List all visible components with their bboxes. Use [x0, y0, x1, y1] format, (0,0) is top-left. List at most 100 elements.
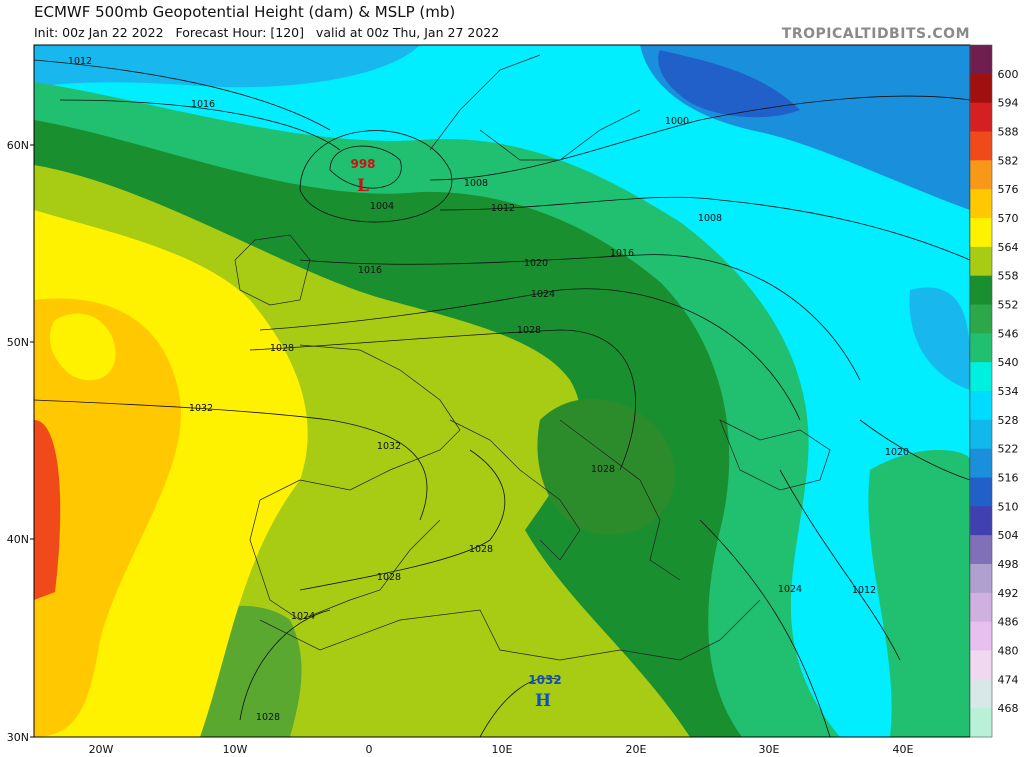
- low-pressure-symbol: L: [357, 176, 369, 196]
- lon-label: 0: [366, 743, 373, 756]
- credit: TROPICALTIDBITS.COM: [782, 26, 970, 42]
- colorbar-label: 594: [998, 97, 1019, 110]
- isobar-label: 1020: [524, 258, 548, 269]
- lon-label: 20E: [626, 743, 647, 756]
- colorbar-label: 576: [998, 183, 1019, 196]
- colorbar-swatch: [970, 448, 992, 478]
- colorbar-frame: [969, 44, 993, 738]
- field: [909, 287, 970, 390]
- colorbar-swatch: [970, 131, 992, 161]
- isobar-label: 1016: [610, 248, 634, 259]
- field: [658, 50, 800, 118]
- colorbar-label: 588: [998, 126, 1019, 139]
- colorbar-swatch: [970, 246, 992, 277]
- colorbar-swatch: [970, 333, 992, 363]
- colorbar-label: 564: [998, 241, 1019, 254]
- isobar-label: 1004: [370, 201, 394, 212]
- isobar-label: 1012: [852, 585, 876, 596]
- isobar-label: 1016: [191, 99, 215, 110]
- lat-label: 30N: [7, 731, 29, 744]
- colorbar-swatch: [970, 477, 992, 507]
- colorbar-label: 546: [998, 327, 1019, 340]
- map: [34, 45, 970, 737]
- high-pressure-value: 1032: [528, 673, 561, 687]
- coastlines: [234, 54, 831, 661]
- colorbar-swatch: [970, 650, 992, 680]
- lon-label: 10W: [223, 743, 248, 756]
- colorbar-label: 552: [998, 299, 1019, 312]
- colorbar-swatch: [970, 102, 992, 132]
- colorbar-label: 600: [998, 68, 1019, 81]
- colorbar-swatch: [970, 708, 992, 738]
- colorbar-label: 516: [998, 472, 1019, 485]
- isobar-label: 1000: [665, 116, 689, 127]
- title: ECMWF 500mb Geopotential Height (dam) & …: [34, 3, 455, 21]
- isobar-label: 1032: [377, 441, 401, 452]
- isobar-label: 1020: [885, 447, 909, 458]
- colorbar-swatch: [970, 391, 992, 421]
- isobar-label: 1028: [256, 712, 280, 723]
- colorbar-label: 582: [998, 154, 1019, 167]
- isobar-label: 1024: [778, 584, 802, 595]
- isobar-label: 1028: [469, 544, 493, 555]
- lat-axis: 60N 50N 40N 30N: [7, 139, 34, 744]
- isobar-label: 1024: [291, 611, 315, 622]
- isobar-label: 1012: [68, 56, 92, 67]
- field: [34, 298, 181, 737]
- colorbar-swatch: [970, 362, 992, 392]
- subtitle: Init: 00z Jan 22 2022 Forecast Hour: [12…: [34, 25, 499, 40]
- lon-label: 10E: [492, 743, 513, 756]
- colorbar-label: 468: [998, 702, 1019, 715]
- lon-label: 20W: [89, 743, 114, 756]
- colorbar-swatch: [970, 45, 992, 75]
- isobar-label: 1028: [517, 325, 541, 336]
- isobar-label: 1016: [358, 265, 382, 276]
- isobar-label: 1008: [698, 213, 722, 224]
- field: [34, 420, 61, 600]
- colorbar-label: 570: [998, 212, 1019, 225]
- field: [868, 450, 970, 737]
- lon-label: 40E: [893, 743, 914, 756]
- map-labels: 1012 1016 1000 1008 1012 1004 1016 1008 …: [68, 56, 909, 723]
- high-pressure-symbol: H: [535, 691, 551, 711]
- colorbar-label: 504: [998, 529, 1019, 542]
- colorbar-label: 558: [998, 270, 1019, 283]
- colorbar: 600 594 588 582 576 570 564 558 552 546 540 534 528 5…: [969, 44, 1019, 738]
- isobar-label: 1008: [464, 178, 488, 189]
- isobar-label: 1028: [377, 572, 401, 583]
- colorbar-swatch: [970, 592, 992, 623]
- colorbar-swatch: [970, 304, 992, 334]
- colorbar-swatch: [970, 506, 992, 536]
- colorbar-label: 492: [998, 587, 1019, 600]
- field: [537, 398, 675, 535]
- colorbar-swatch: [970, 535, 992, 565]
- colorbar-swatch: [970, 160, 992, 190]
- colorbar-label: 534: [998, 385, 1019, 398]
- colorbar-swatch: [970, 275, 992, 305]
- lon-axis: 20W 10W 0 10E 20E 30E 40E: [89, 743, 914, 756]
- colorbar-label: 480: [998, 645, 1019, 658]
- colorbar-swatch: [970, 621, 992, 651]
- colorbar-label: 498: [998, 558, 1019, 571]
- isobar-label: 1028: [591, 464, 615, 475]
- lon-label: 30E: [759, 743, 780, 756]
- field: [34, 45, 420, 88]
- field: [49, 313, 116, 381]
- isobar-label: 1024: [531, 289, 555, 300]
- colorbar-label: 510: [998, 500, 1019, 513]
- lat-label: 60N: [7, 139, 29, 152]
- colorbar-label: 528: [998, 414, 1019, 427]
- colorbar-label: 540: [998, 356, 1019, 369]
- low-pressure-value: 998: [350, 157, 375, 171]
- isobar-label: 1012: [491, 203, 515, 214]
- colorbar-swatch: [970, 218, 992, 248]
- colorbar-label: 522: [998, 443, 1019, 456]
- colorbar-label: 486: [998, 616, 1019, 629]
- lat-label: 40N: [7, 533, 29, 546]
- colorbar-swatch: [970, 679, 992, 709]
- isobars: [34, 59, 970, 737]
- isobar-label: 1028: [270, 343, 294, 354]
- colorbar-swatch: [970, 564, 992, 594]
- isobar-label: 1032: [189, 403, 213, 414]
